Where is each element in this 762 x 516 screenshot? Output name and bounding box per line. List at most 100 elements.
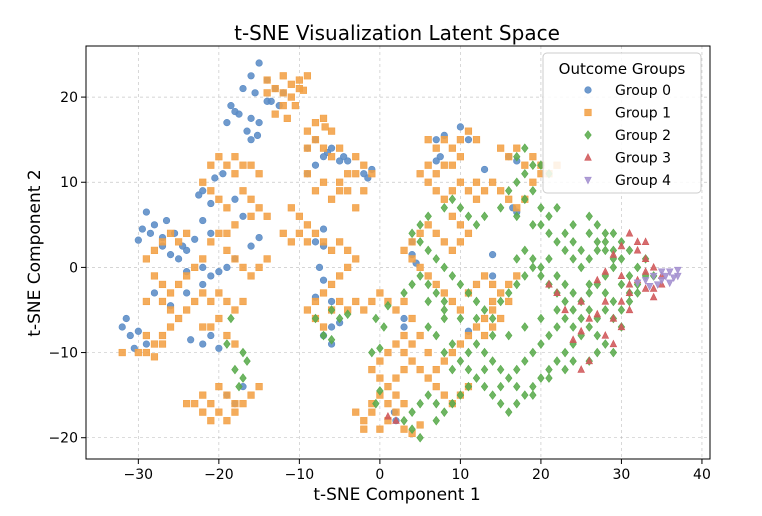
point-group-2 (569, 254, 577, 264)
point-group-2 (521, 356, 529, 366)
point-group-1 (207, 238, 215, 246)
point-group-1 (327, 246, 336, 254)
series-group-3 (384, 228, 666, 424)
point-group-1 (247, 272, 255, 280)
point-group-2 (521, 322, 529, 332)
point-group-4 (674, 266, 682, 275)
point-group-1 (448, 246, 456, 254)
point-group-2 (335, 313, 344, 324)
point-group-3 (649, 284, 658, 292)
point-group-1 (400, 246, 408, 254)
point-group-0 (247, 242, 255, 250)
point-group-2 (537, 203, 545, 213)
point-group-1 (215, 229, 223, 237)
point-group-1 (360, 161, 368, 169)
point-group-1 (521, 161, 529, 169)
point-group-1 (158, 297, 167, 306)
point-group-4 (633, 279, 642, 288)
point-group-1 (368, 365, 376, 374)
y-axis-label: t-SNE Component 2 (25, 169, 45, 336)
point-group-2 (327, 305, 336, 315)
point-group-1 (497, 144, 505, 152)
point-group-1 (464, 127, 473, 135)
point-group-1 (142, 255, 150, 263)
point-group-2 (311, 313, 320, 324)
point-group-0 (219, 170, 227, 178)
x-tick-label: −10 (285, 467, 315, 483)
point-group-2 (488, 330, 497, 341)
point-group-1 (448, 161, 456, 169)
point-group-1 (392, 408, 400, 416)
legend-label-group-1: Group 1 (615, 106, 671, 122)
point-group-2 (472, 373, 481, 383)
point-group-3 (633, 245, 642, 254)
point-group-2 (456, 390, 465, 400)
point-group-0 (142, 340, 150, 348)
point-group-1 (513, 204, 521, 212)
point-group-1 (207, 323, 215, 331)
point-group-1 (231, 255, 239, 263)
point-group-0 (215, 344, 223, 352)
point-group-1 (319, 178, 328, 186)
point-group-1 (368, 297, 376, 306)
point-group-0 (142, 208, 150, 216)
point-group-2 (440, 203, 448, 213)
point-group-2 (416, 271, 424, 281)
point-group-2 (529, 390, 537, 400)
point-group-1 (489, 306, 497, 314)
point-group-2 (505, 288, 513, 298)
point-group-1 (416, 331, 424, 340)
point-group-1 (497, 289, 505, 297)
point-group-1 (199, 178, 207, 186)
point-group-1 (247, 195, 255, 203)
point-group-1 (231, 408, 239, 416)
point-group-2 (529, 220, 537, 230)
point-group-0 (247, 114, 255, 122)
point-group-1 (255, 263, 263, 272)
point-group-1 (134, 348, 142, 357)
point-group-2 (464, 288, 473, 298)
point-group-1 (166, 289, 175, 297)
point-group-2 (513, 151, 521, 162)
point-group-1 (321, 123, 329, 131)
point-group-1 (231, 153, 239, 161)
point-group-1 (376, 289, 384, 297)
point-group-1 (456, 238, 465, 246)
point-group-1 (295, 76, 303, 84)
point-group-1 (327, 280, 336, 289)
legend-title: Outcome Groups (559, 60, 686, 78)
point-group-2 (553, 305, 561, 315)
point-group-2 (569, 237, 577, 247)
point-group-0 (211, 174, 219, 182)
point-group-2 (521, 390, 529, 400)
point-group-2 (521, 143, 529, 153)
point-group-3 (577, 365, 585, 373)
point-group-0 (243, 127, 251, 135)
point-group-2 (432, 415, 440, 426)
point-group-1 (440, 357, 448, 365)
point-group-2 (545, 373, 553, 383)
point-group-1 (166, 229, 175, 237)
point-group-1 (158, 331, 167, 340)
point-group-2 (424, 211, 432, 222)
point-group-0 (191, 235, 199, 243)
point-group-1 (424, 136, 432, 144)
point-group-2 (408, 228, 416, 239)
point-group-1 (336, 144, 344, 152)
point-group-1 (311, 119, 320, 127)
point-group-1 (448, 297, 456, 306)
point-group-1 (472, 195, 481, 203)
point-group-2 (243, 356, 251, 366)
point-group-1 (497, 187, 505, 195)
point-group-1 (207, 417, 215, 425)
point-group-0 (126, 331, 134, 340)
point-group-3 (384, 411, 392, 420)
point-group-3 (601, 296, 610, 305)
point-group-3 (601, 267, 610, 275)
point-group-1 (408, 238, 416, 246)
point-group-4 (661, 272, 670, 281)
point-group-1 (295, 212, 303, 220)
point-group-1 (303, 127, 312, 135)
point-group-0 (207, 229, 215, 237)
point-group-2 (472, 339, 481, 349)
